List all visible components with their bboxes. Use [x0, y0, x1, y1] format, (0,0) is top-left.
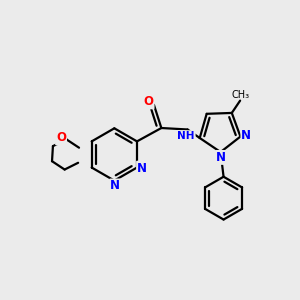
Text: O: O [144, 95, 154, 108]
Text: CH₃: CH₃ [232, 90, 250, 100]
Text: N: N [242, 130, 251, 142]
Text: N: N [137, 162, 147, 175]
Text: O: O [56, 131, 66, 144]
Text: NH: NH [177, 131, 195, 141]
Text: N: N [110, 179, 120, 193]
Text: N: N [216, 151, 226, 164]
